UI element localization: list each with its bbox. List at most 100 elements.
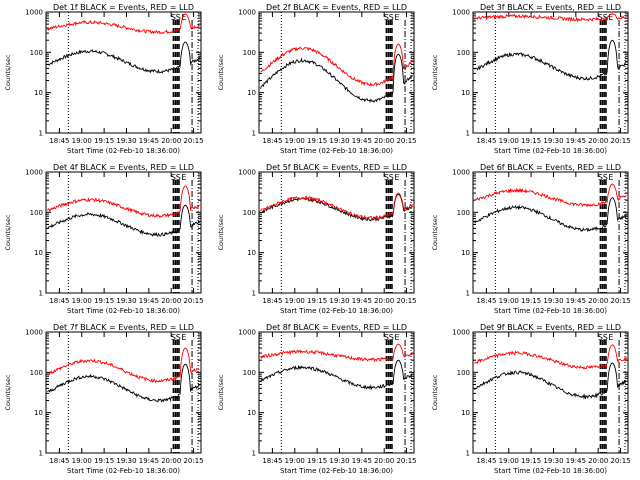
y-tick-label: 100 <box>243 369 256 377</box>
plot-frame <box>45 11 202 134</box>
y-tick-label: 100 <box>30 209 43 217</box>
y-tick-label: 10 <box>461 409 470 417</box>
x-tick-label: 19:15 <box>521 457 541 465</box>
x-tick-label: 19:45 <box>139 457 159 465</box>
panel-1: Det 1f BLACK = Events, RED = LLD Counts/s… <box>4 3 204 155</box>
y-tick-label: 1000 <box>238 329 256 337</box>
x-tick-label: 19:45 <box>352 137 372 145</box>
x-tick-label: 20:15 <box>610 457 630 465</box>
y-tick-label: 1000 <box>238 9 256 17</box>
event-marker-label: S <box>598 173 603 182</box>
x-tick-label: 19:45 <box>566 457 586 465</box>
x-tick-label: 20:00 <box>374 457 394 465</box>
x-tick-label: 19:00 <box>285 457 305 465</box>
x-tick-label: 18:45 <box>262 137 282 145</box>
x-tick-label: 20:15 <box>183 297 203 305</box>
x-tick-label: 18:45 <box>476 457 496 465</box>
x-axis-label: Start Time (02-Feb-10 18:36:00) <box>280 147 393 155</box>
y-tick-label: 100 <box>243 209 256 217</box>
events-series-line <box>47 204 200 237</box>
x-tick-label: 19:00 <box>285 297 305 305</box>
y-tick-label: 1000 <box>25 329 43 337</box>
x-tick-label: 19:30 <box>116 137 136 145</box>
x-tick-label: 18:45 <box>262 297 282 305</box>
y-axis-label: Counts/sec <box>217 214 225 250</box>
event-marker-label: S <box>176 13 181 22</box>
lld-series-line <box>260 343 413 363</box>
lld-series-line <box>47 347 200 383</box>
events-series-line <box>260 359 413 391</box>
event-marker-label: S <box>171 173 176 182</box>
x-tick-label: 20:00 <box>161 297 181 305</box>
x-tick-label: 19:00 <box>72 137 92 145</box>
x-tick-label: 20:00 <box>161 137 181 145</box>
event-marker-label: S <box>389 333 394 342</box>
panel-5: Det 5f BLACK = Events, RED = LLD Counts/s… <box>217 163 417 315</box>
x-tick-label: 19:30 <box>329 297 349 305</box>
x-tick-label: 19:00 <box>499 457 519 465</box>
plot-frame <box>472 171 629 294</box>
event-marker-label: S <box>389 13 394 22</box>
y-tick-label: 10 <box>461 89 470 97</box>
events-series-line <box>474 362 627 400</box>
y-tick-label: 10 <box>34 89 43 97</box>
y-axis-label: Counts/sec <box>431 54 439 90</box>
x-tick-label: 20:15 <box>183 137 203 145</box>
x-tick-label: 19:45 <box>566 297 586 305</box>
panel-title: Det 6f BLACK = Events, RED = LLD <box>480 163 621 172</box>
panel-4: Det 4f BLACK = Events, RED = LLD Counts/s… <box>4 163 204 315</box>
panel-9: Det 9f BLACK = Events, RED = LLD Counts/s… <box>431 323 631 475</box>
y-tick-label: 1 <box>466 290 470 298</box>
y-tick-label: 1 <box>466 130 470 138</box>
x-tick-label: 20:15 <box>396 457 416 465</box>
event-marker-label: E <box>608 173 613 182</box>
lld-series-line <box>474 344 627 370</box>
y-axis-label: Counts/sec <box>217 374 225 410</box>
x-axis-label: Start Time (02-Feb-10 18:36:00) <box>494 307 607 315</box>
x-tick-label: 20:00 <box>588 457 608 465</box>
x-tick-label: 19:45 <box>352 457 372 465</box>
y-tick-label: 10 <box>34 249 43 257</box>
lld-series-line <box>47 13 200 35</box>
x-tick-label: 19:45 <box>139 297 159 305</box>
x-tick-label: 19:45 <box>566 137 586 145</box>
x-axis-label: Start Time (02-Feb-10 18:36:00) <box>280 307 393 315</box>
event-marker-label: S <box>603 333 608 342</box>
y-tick-label: 100 <box>243 49 256 57</box>
y-tick-label: 1 <box>39 290 43 298</box>
x-tick-label: 19:15 <box>307 137 327 145</box>
y-axis-label: Counts/sec <box>431 214 439 250</box>
x-axis-label: Start Time (02-Feb-10 18:36:00) <box>494 467 607 475</box>
event-marker-label: E <box>181 13 186 22</box>
x-tick-label: 18:45 <box>262 457 282 465</box>
x-tick-label: 19:00 <box>499 137 519 145</box>
plot-frame <box>258 331 415 454</box>
plot-frame <box>472 11 629 134</box>
y-tick-label: 1 <box>39 130 43 138</box>
event-marker-label: E <box>394 333 399 342</box>
x-tick-label: 19:15 <box>521 297 541 305</box>
y-tick-label: 1000 <box>25 169 43 177</box>
panel-7: Det 7f BLACK = Events, RED = LLD Counts/s… <box>4 323 204 475</box>
y-axis-label: Counts/sec <box>217 54 225 90</box>
panel-6: Det 6f BLACK = Events, RED = LLD Counts/s… <box>431 163 631 315</box>
event-marker-label: S <box>603 173 608 182</box>
x-tick-label: 19:00 <box>72 297 92 305</box>
event-marker-label: S <box>389 173 394 182</box>
event-marker-label: S <box>171 333 176 342</box>
panel-8: Det 8f BLACK = Events, RED = LLD Counts/s… <box>217 323 417 475</box>
y-tick-label: 10 <box>461 249 470 257</box>
x-tick-label: 20:00 <box>588 137 608 145</box>
x-tick-label: 20:00 <box>161 457 181 465</box>
y-tick-label: 1 <box>252 130 256 138</box>
x-axis-label: Start Time (02-Feb-10 18:36:00) <box>67 307 180 315</box>
x-tick-label: 18:45 <box>476 137 496 145</box>
y-tick-label: 1 <box>39 450 43 458</box>
y-tick-label: 100 <box>457 49 470 57</box>
x-tick-label: 18:45 <box>49 297 69 305</box>
panel-3: Det 3f BLACK = Events, RED = LLD Counts/s… <box>431 3 631 155</box>
x-tick-label: 20:00 <box>374 297 394 305</box>
event-marker-label: S <box>384 333 389 342</box>
panel-title: Det 4f BLACK = Events, RED = LLD <box>53 163 194 172</box>
